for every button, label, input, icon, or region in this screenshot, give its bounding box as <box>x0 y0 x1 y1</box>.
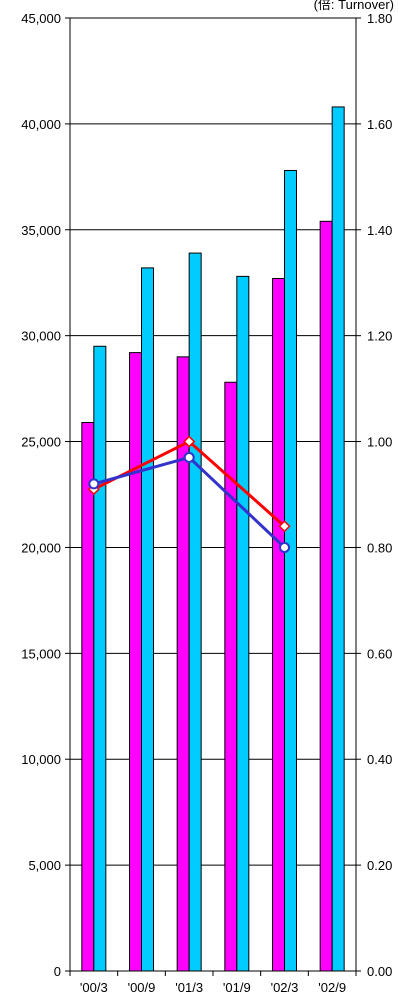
left-tick-label: 20,000 <box>21 540 61 555</box>
x-tick-label: '02/9 <box>318 980 346 995</box>
right-tick-label: 0.80 <box>367 540 392 555</box>
line-point-circle <box>88 478 100 490</box>
bar <box>284 169 297 972</box>
line-point-circle <box>279 541 290 553</box>
unit-note: (倍: Turnover) <box>313 0 394 12</box>
left-tick-label: 40,000 <box>21 117 61 132</box>
right-tick-label: 1.00 <box>367 435 392 450</box>
bar <box>81 421 95 972</box>
bar <box>272 277 285 972</box>
line-point-circle <box>183 451 195 463</box>
left-tick-label: 5,000 <box>28 858 61 873</box>
right-tick-label: 1.40 <box>367 223 392 238</box>
bar <box>129 352 142 972</box>
bar <box>93 345 107 972</box>
line-point-diamond <box>183 435 196 448</box>
bar <box>319 220 333 972</box>
x-tick-label: '01/3 <box>175 980 203 995</box>
right-tick-label: 1.80 <box>367 11 392 26</box>
left-tick-label: 15,000 <box>21 646 61 661</box>
right-tick-label: 0.40 <box>367 752 392 767</box>
bar <box>141 267 154 972</box>
left-tick-label: 35,000 <box>21 223 61 238</box>
left-tick-label: 30,000 <box>21 329 61 344</box>
left-tick-label: 25,000 <box>21 435 61 450</box>
x-tick-label: '02/3 <box>271 980 299 995</box>
bar <box>331 106 345 972</box>
line-point-diamond <box>278 520 291 533</box>
bar <box>224 381 238 972</box>
right-tick-label: 1.20 <box>367 329 392 344</box>
bar <box>188 252 202 972</box>
bar <box>176 356 190 972</box>
left-tick-label: 0 <box>54 964 61 979</box>
right-tick-label: 0.60 <box>367 646 392 661</box>
x-tick-label: '00/3 <box>80 980 108 995</box>
right-tick-label: 0.20 <box>367 858 392 873</box>
bar <box>236 275 250 972</box>
x-tick-label: '01/9 <box>223 980 251 995</box>
left-tick-label: 45,000 <box>21 11 61 26</box>
left-tick-label: 10,000 <box>21 752 61 767</box>
x-tick-label: '00/9 <box>128 980 156 995</box>
right-tick-label: 0.00 <box>367 964 392 979</box>
right-tick-label: 1.60 <box>367 117 392 132</box>
